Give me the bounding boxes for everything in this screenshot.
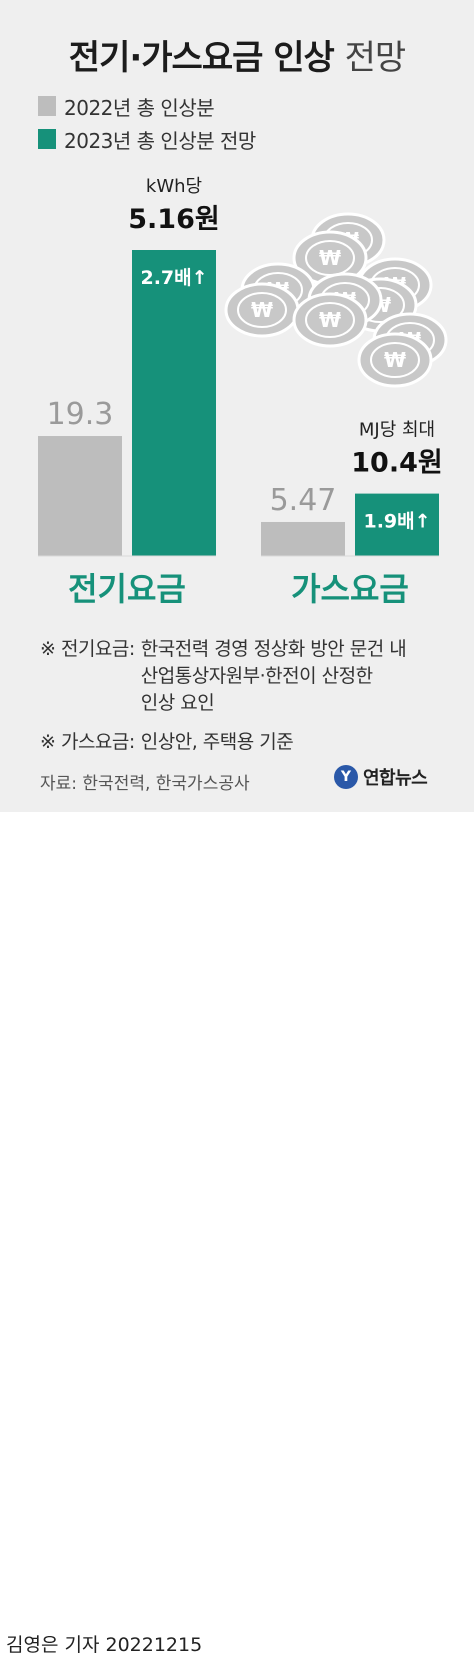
legend-swatch-2023: [38, 129, 56, 149]
title-light: 전망: [344, 38, 407, 78]
legend-label-2022: 2022년 총 인상분: [64, 95, 215, 120]
logo-mark: Y: [334, 765, 358, 789]
infographic-card: 전기·가스요금 인상 전망 2022년 총 인상분 2023년 총 인상분 전망…: [0, 0, 474, 812]
value-label-2022: 5.47: [270, 483, 337, 518]
footnote-gas: ※ 가스요금: 인상안, 주택용 기준: [40, 729, 470, 756]
won-symbol-icon: ₩: [319, 308, 341, 332]
title-bold: 전기·가스요금 인상: [68, 38, 335, 78]
page-title: 전기·가스요금 인상 전망: [0, 30, 474, 79]
coin-rim-icon: [305, 302, 355, 338]
footnote-line: 산업통상자원부·한전이 산정한: [140, 665, 373, 687]
legend-item-2022: 2022년 총 인상분: [38, 94, 215, 120]
footnote-line: 한국전력 경영 정상화 방안 문건 내: [140, 638, 407, 660]
footnote-electricity: ※ 전기요금: 한국전력 경영 정상화 방안 문건 내 산업통상자원부·한전이 …: [40, 636, 470, 717]
yonhap-logo: Y 연합뉴스: [334, 764, 428, 790]
coin-rim-icon: [237, 292, 287, 328]
category-label: 전기요금: [68, 570, 186, 608]
unit-label: MJ당 최대: [359, 420, 435, 441]
coins-illustration: ₩₩₩₩₩₩₩₩₩₩: [224, 212, 448, 388]
byline: 김영은 기자 20221215: [6, 1634, 203, 1656]
footnote-line: 인상 요인: [140, 692, 215, 714]
footer-bar: 김영은 기자 20221215: [0, 812, 474, 1656]
source-text: 자료: 한국전력, 한국가스공사: [40, 774, 250, 794]
footnotes: ※ 전기요금: 한국전력 경영 정상화 방안 문건 내 산업통상자원부·한전이 …: [40, 636, 470, 756]
bar-2023-0: [132, 250, 216, 556]
footnote-key: ※ 가스요금:: [40, 731, 135, 753]
footnote-key: ※ 전기요금:: [40, 638, 135, 660]
logo-text: 연합뉴스: [363, 768, 428, 789]
value-label-2023: 10.4원: [351, 448, 442, 479]
won-symbol-icon: ₩: [319, 246, 341, 270]
won-symbol-icon: ₩: [251, 298, 273, 322]
coin-icon: [357, 332, 433, 388]
bar-2022-0: [38, 436, 122, 556]
bar-2023-1: [355, 493, 439, 556]
multiplier-label: 2.7배↑: [140, 267, 207, 289]
legend-swatch-2022: [38, 96, 56, 116]
footnote-text: 한국전력 경영 정상화 방안 문건 내 산업통상자원부·한전이 산정한 인상 요…: [140, 636, 407, 717]
legend-label-2023: 2023년 총 인상분 전망: [64, 128, 256, 153]
unit-label: kWh당: [146, 176, 202, 197]
value-label-2023: 5.16원: [128, 204, 219, 235]
coin-rim-icon: [370, 342, 420, 378]
value-label-2022: 19.3: [47, 397, 114, 432]
legend-item-2023: 2023년 총 인상분 전망: [38, 127, 256, 153]
coin-icon: [292, 292, 368, 348]
multiplier-label: 1.9배↑: [363, 511, 430, 533]
bar-chart: ₩₩₩₩₩₩₩₩₩₩ 19.32.7배↑5.16원kWh당전기요금5.471.9…: [38, 176, 448, 608]
won-symbol-icon: ₩: [384, 348, 406, 372]
category-label: 가스요금: [291, 570, 409, 608]
footnote-text: 인상안, 주택용 기준: [140, 731, 294, 753]
bar-2022-1: [261, 521, 345, 556]
